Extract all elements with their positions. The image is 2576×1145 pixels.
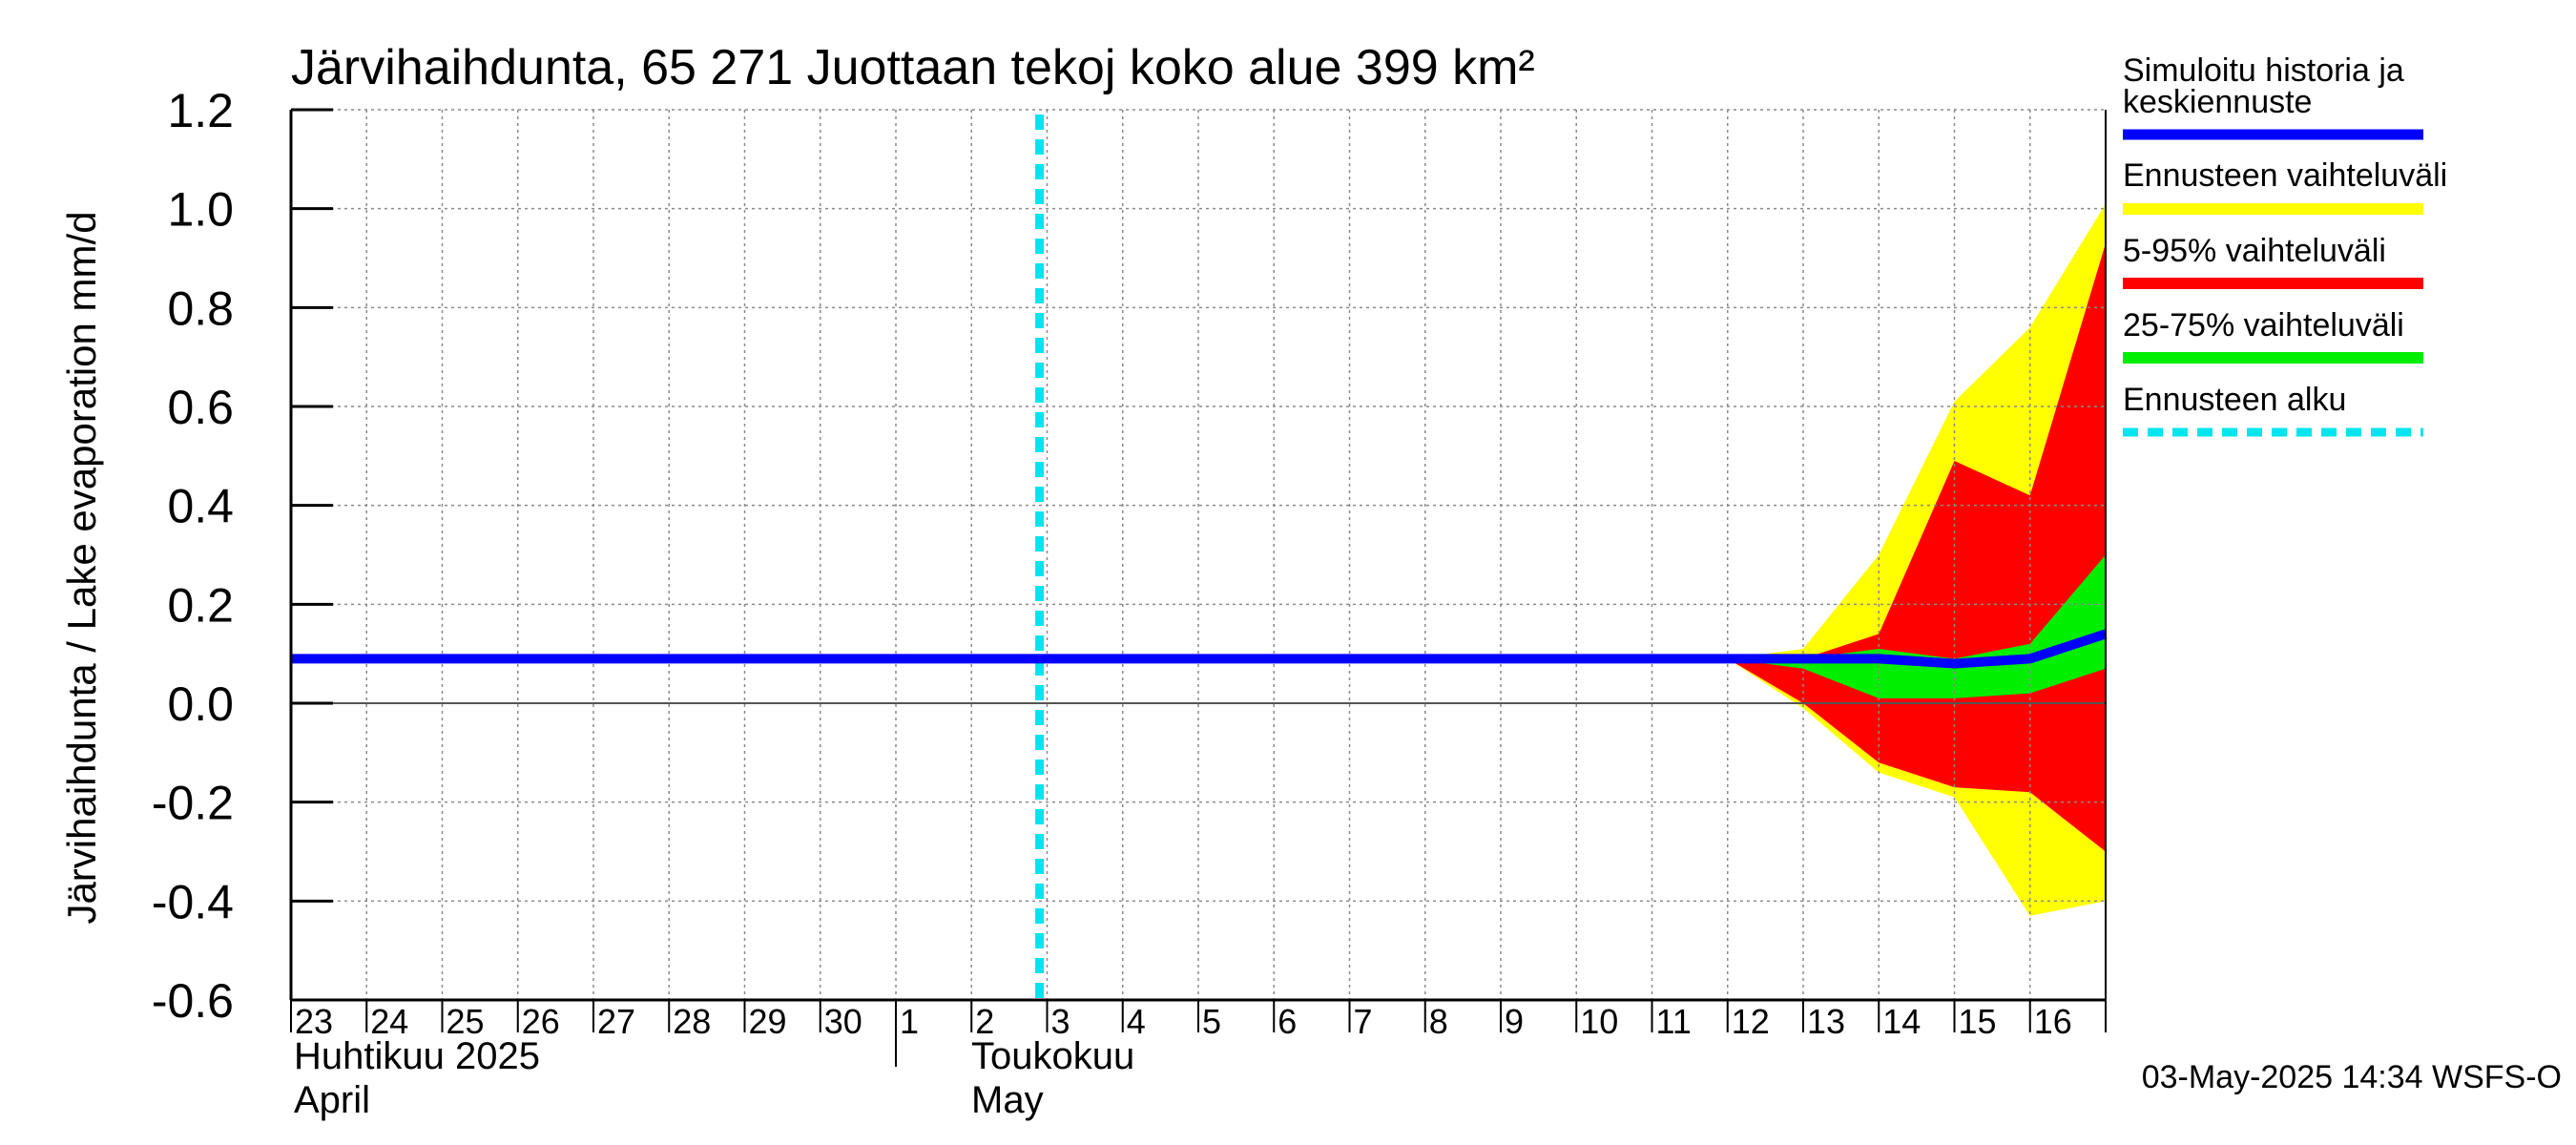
- y-axis-label: Järvihaihdunta / Lake evaporation mm/d: [59, 211, 104, 924]
- x-tick-label: 28: [673, 1002, 711, 1041]
- x-tick-label: 3: [1051, 1002, 1070, 1041]
- y-tick-label: 0.4: [167, 480, 234, 533]
- y-tick-labels: 1.2 1.0 0.8 0.6 0.4 0.2 0.0 -0.2 -0.4 -0.6: [152, 84, 234, 1028]
- y-tick-label: 1.2: [167, 84, 234, 137]
- x-tick-label: 10: [1580, 1002, 1618, 1041]
- y-tick-label: 0.8: [167, 281, 234, 335]
- x-tick-label: 23: [295, 1002, 333, 1041]
- x-tick-label: 12: [1732, 1002, 1770, 1041]
- y-tick-label: -0.4: [152, 875, 234, 928]
- x-tick-label: 27: [597, 1002, 635, 1041]
- legend-label-mean-line2: keskiennuste: [2123, 84, 2312, 120]
- mean-series: [291, 629, 2108, 669]
- x-tick-label: 29: [749, 1002, 787, 1041]
- axes: [289, 108, 2107, 1067]
- x-tick-label: 5: [1202, 1002, 1221, 1041]
- x-tick-label: 1: [900, 1002, 919, 1041]
- band-5-95: [1727, 242, 2106, 852]
- legend-label-range: Ennusteen vaihteluväli: [2123, 157, 2447, 194]
- x-tick-label: 8: [1429, 1002, 1448, 1041]
- x-tick-label: 24: [370, 1002, 408, 1041]
- month-label-may-fi: Toukokuu: [971, 1035, 1134, 1077]
- x-tick-label: 14: [1882, 1002, 1921, 1041]
- legend-label-25-75: 25-75% vaihteluväli: [2123, 307, 2404, 344]
- x-tick-label: 11: [1656, 1002, 1692, 1041]
- mean-series-line: [291, 629, 2108, 669]
- x-tick-label: 13: [1807, 1002, 1845, 1041]
- x-tick-label: 9: [1505, 1002, 1524, 1041]
- x-tick-label: 26: [522, 1002, 560, 1041]
- y-tick-label: 0.0: [167, 677, 234, 731]
- month-label-april-fi: Huhtikuu 2025: [294, 1035, 540, 1077]
- y-tick-label: 0.6: [167, 381, 234, 434]
- x-tick-label: 16: [2034, 1002, 2072, 1041]
- legend: Simuloitu historia ja keskiennuste Ennus…: [2123, 52, 2447, 437]
- x-tick-label: 4: [1127, 1002, 1146, 1041]
- x-tick-label: 6: [1278, 1002, 1297, 1041]
- x-tick-label: 7: [1354, 1002, 1373, 1041]
- x-tick-label: 2: [975, 1002, 994, 1041]
- grid-lines: [291, 109, 2106, 1000]
- x-tick-label: 30: [824, 1002, 862, 1041]
- y-tick-label: 0.2: [167, 578, 234, 632]
- footer-timestamp: 03-May-2025 14:34 WSFS-O: [2142, 1059, 2562, 1095]
- x-tick-label: 15: [1959, 1002, 1997, 1041]
- y-tick-label: -0.2: [152, 777, 234, 830]
- legend-label-forecast-start: Ennusteen alku: [2123, 382, 2346, 418]
- legend-label-mean-line1: Simuloitu historia ja: [2123, 52, 2404, 89]
- chart-title: Järvihaihdunta, 65 271 Juottaan tekoj ko…: [291, 40, 1535, 95]
- x-tick-label: 25: [447, 1002, 485, 1041]
- y-tick-label: -0.6: [152, 974, 234, 1028]
- legend-label-5-95: 5-95% vaihteluväli: [2123, 233, 2386, 269]
- month-label-april-en: April: [294, 1079, 370, 1121]
- month-label-may-en: May: [971, 1079, 1044, 1121]
- x-tick-labels: 23 24 25 26 27 28 29 30 1 2 3 4 5 6 7 8 9 10 11 12 13 14 15 16: [295, 1002, 2072, 1041]
- y-tick-label: 1.0: [167, 183, 234, 237]
